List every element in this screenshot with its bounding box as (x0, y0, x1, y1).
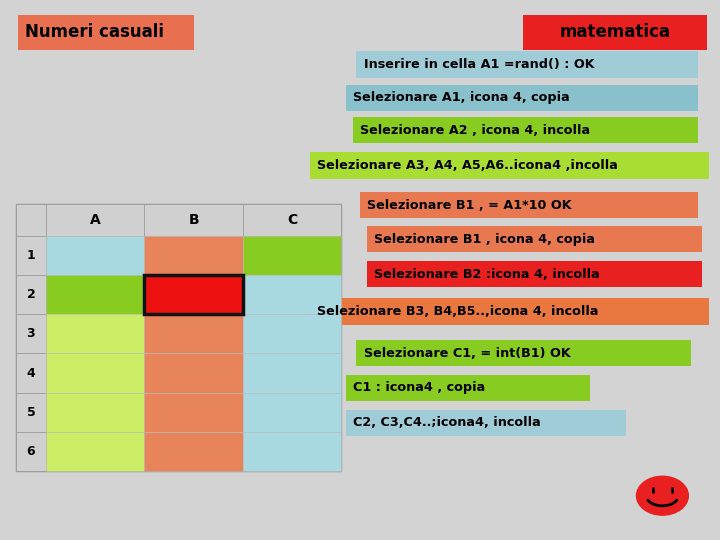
FancyBboxPatch shape (353, 117, 698, 143)
Bar (16, 204, 46, 236)
Bar (46, 314, 145, 354)
Bar (145, 354, 243, 393)
Bar (243, 204, 341, 236)
Bar (46, 354, 145, 393)
FancyBboxPatch shape (346, 85, 698, 111)
Bar (243, 314, 341, 354)
Text: Selezionare A1, icona 4, copia: Selezionare A1, icona 4, copia (353, 91, 570, 104)
Text: matematica: matematica (559, 23, 671, 42)
FancyBboxPatch shape (523, 15, 707, 50)
Bar (16, 432, 46, 471)
Bar (145, 204, 243, 236)
Bar (16, 204, 341, 471)
Text: 2: 2 (27, 288, 35, 301)
Bar (46, 275, 145, 314)
Text: Numeri casuali: Numeri casuali (25, 23, 164, 42)
Bar (243, 432, 341, 471)
FancyBboxPatch shape (310, 298, 709, 325)
Text: C2, C3,C4..;icona4, incolla: C2, C3,C4..;icona4, incolla (353, 416, 541, 429)
Text: Selezionare B2 :icona 4, incolla: Selezionare B2 :icona 4, incolla (374, 268, 600, 281)
Text: A: A (90, 213, 101, 227)
Bar (16, 393, 46, 432)
FancyBboxPatch shape (360, 192, 698, 218)
Text: Selezionare B1 , = A1*10 OK: Selezionare B1 , = A1*10 OK (367, 199, 572, 212)
Circle shape (636, 476, 688, 515)
FancyBboxPatch shape (346, 410, 626, 436)
Text: 5: 5 (27, 406, 35, 419)
Bar (243, 393, 341, 432)
Bar (16, 354, 46, 393)
Bar (243, 236, 341, 275)
Bar (16, 236, 46, 275)
Text: 1: 1 (27, 249, 35, 262)
Bar (46, 432, 145, 471)
Text: Selezionare A2 , icona 4, incolla: Selezionare A2 , icona 4, incolla (360, 124, 590, 137)
Text: Inserire in cella A1 =rand() : OK: Inserire in cella A1 =rand() : OK (364, 58, 594, 71)
Text: Selezionare A3, A4, A5,A6..icona4 ,incolla: Selezionare A3, A4, A5,A6..icona4 ,incol… (317, 159, 618, 172)
FancyBboxPatch shape (356, 51, 698, 78)
Bar (145, 275, 243, 314)
Bar (46, 236, 145, 275)
Text: 6: 6 (27, 445, 35, 458)
FancyBboxPatch shape (18, 15, 194, 50)
Text: C: C (287, 213, 297, 227)
FancyBboxPatch shape (367, 261, 702, 287)
Bar (243, 275, 341, 314)
Bar (145, 314, 243, 354)
FancyBboxPatch shape (367, 226, 702, 252)
FancyBboxPatch shape (346, 375, 590, 401)
Bar (46, 393, 145, 432)
Bar (46, 204, 145, 236)
Bar (16, 275, 46, 314)
Text: Selezionare C1, = int(B1) OK: Selezionare C1, = int(B1) OK (364, 347, 570, 360)
Bar (145, 236, 243, 275)
FancyBboxPatch shape (356, 340, 691, 366)
Bar (145, 393, 243, 432)
Bar (16, 314, 46, 354)
Text: C1 : icona4 , copia: C1 : icona4 , copia (353, 381, 485, 394)
FancyBboxPatch shape (310, 152, 709, 179)
Bar (145, 432, 243, 471)
Text: Selezionare B1 , icona 4, copia: Selezionare B1 , icona 4, copia (374, 233, 595, 246)
Text: B: B (189, 213, 199, 227)
Bar (243, 354, 341, 393)
Text: Selezionare B3, B4,B5..,icona 4, incolla: Selezionare B3, B4,B5..,icona 4, incolla (317, 305, 598, 318)
Text: 3: 3 (27, 327, 35, 340)
Text: 4: 4 (27, 367, 35, 380)
